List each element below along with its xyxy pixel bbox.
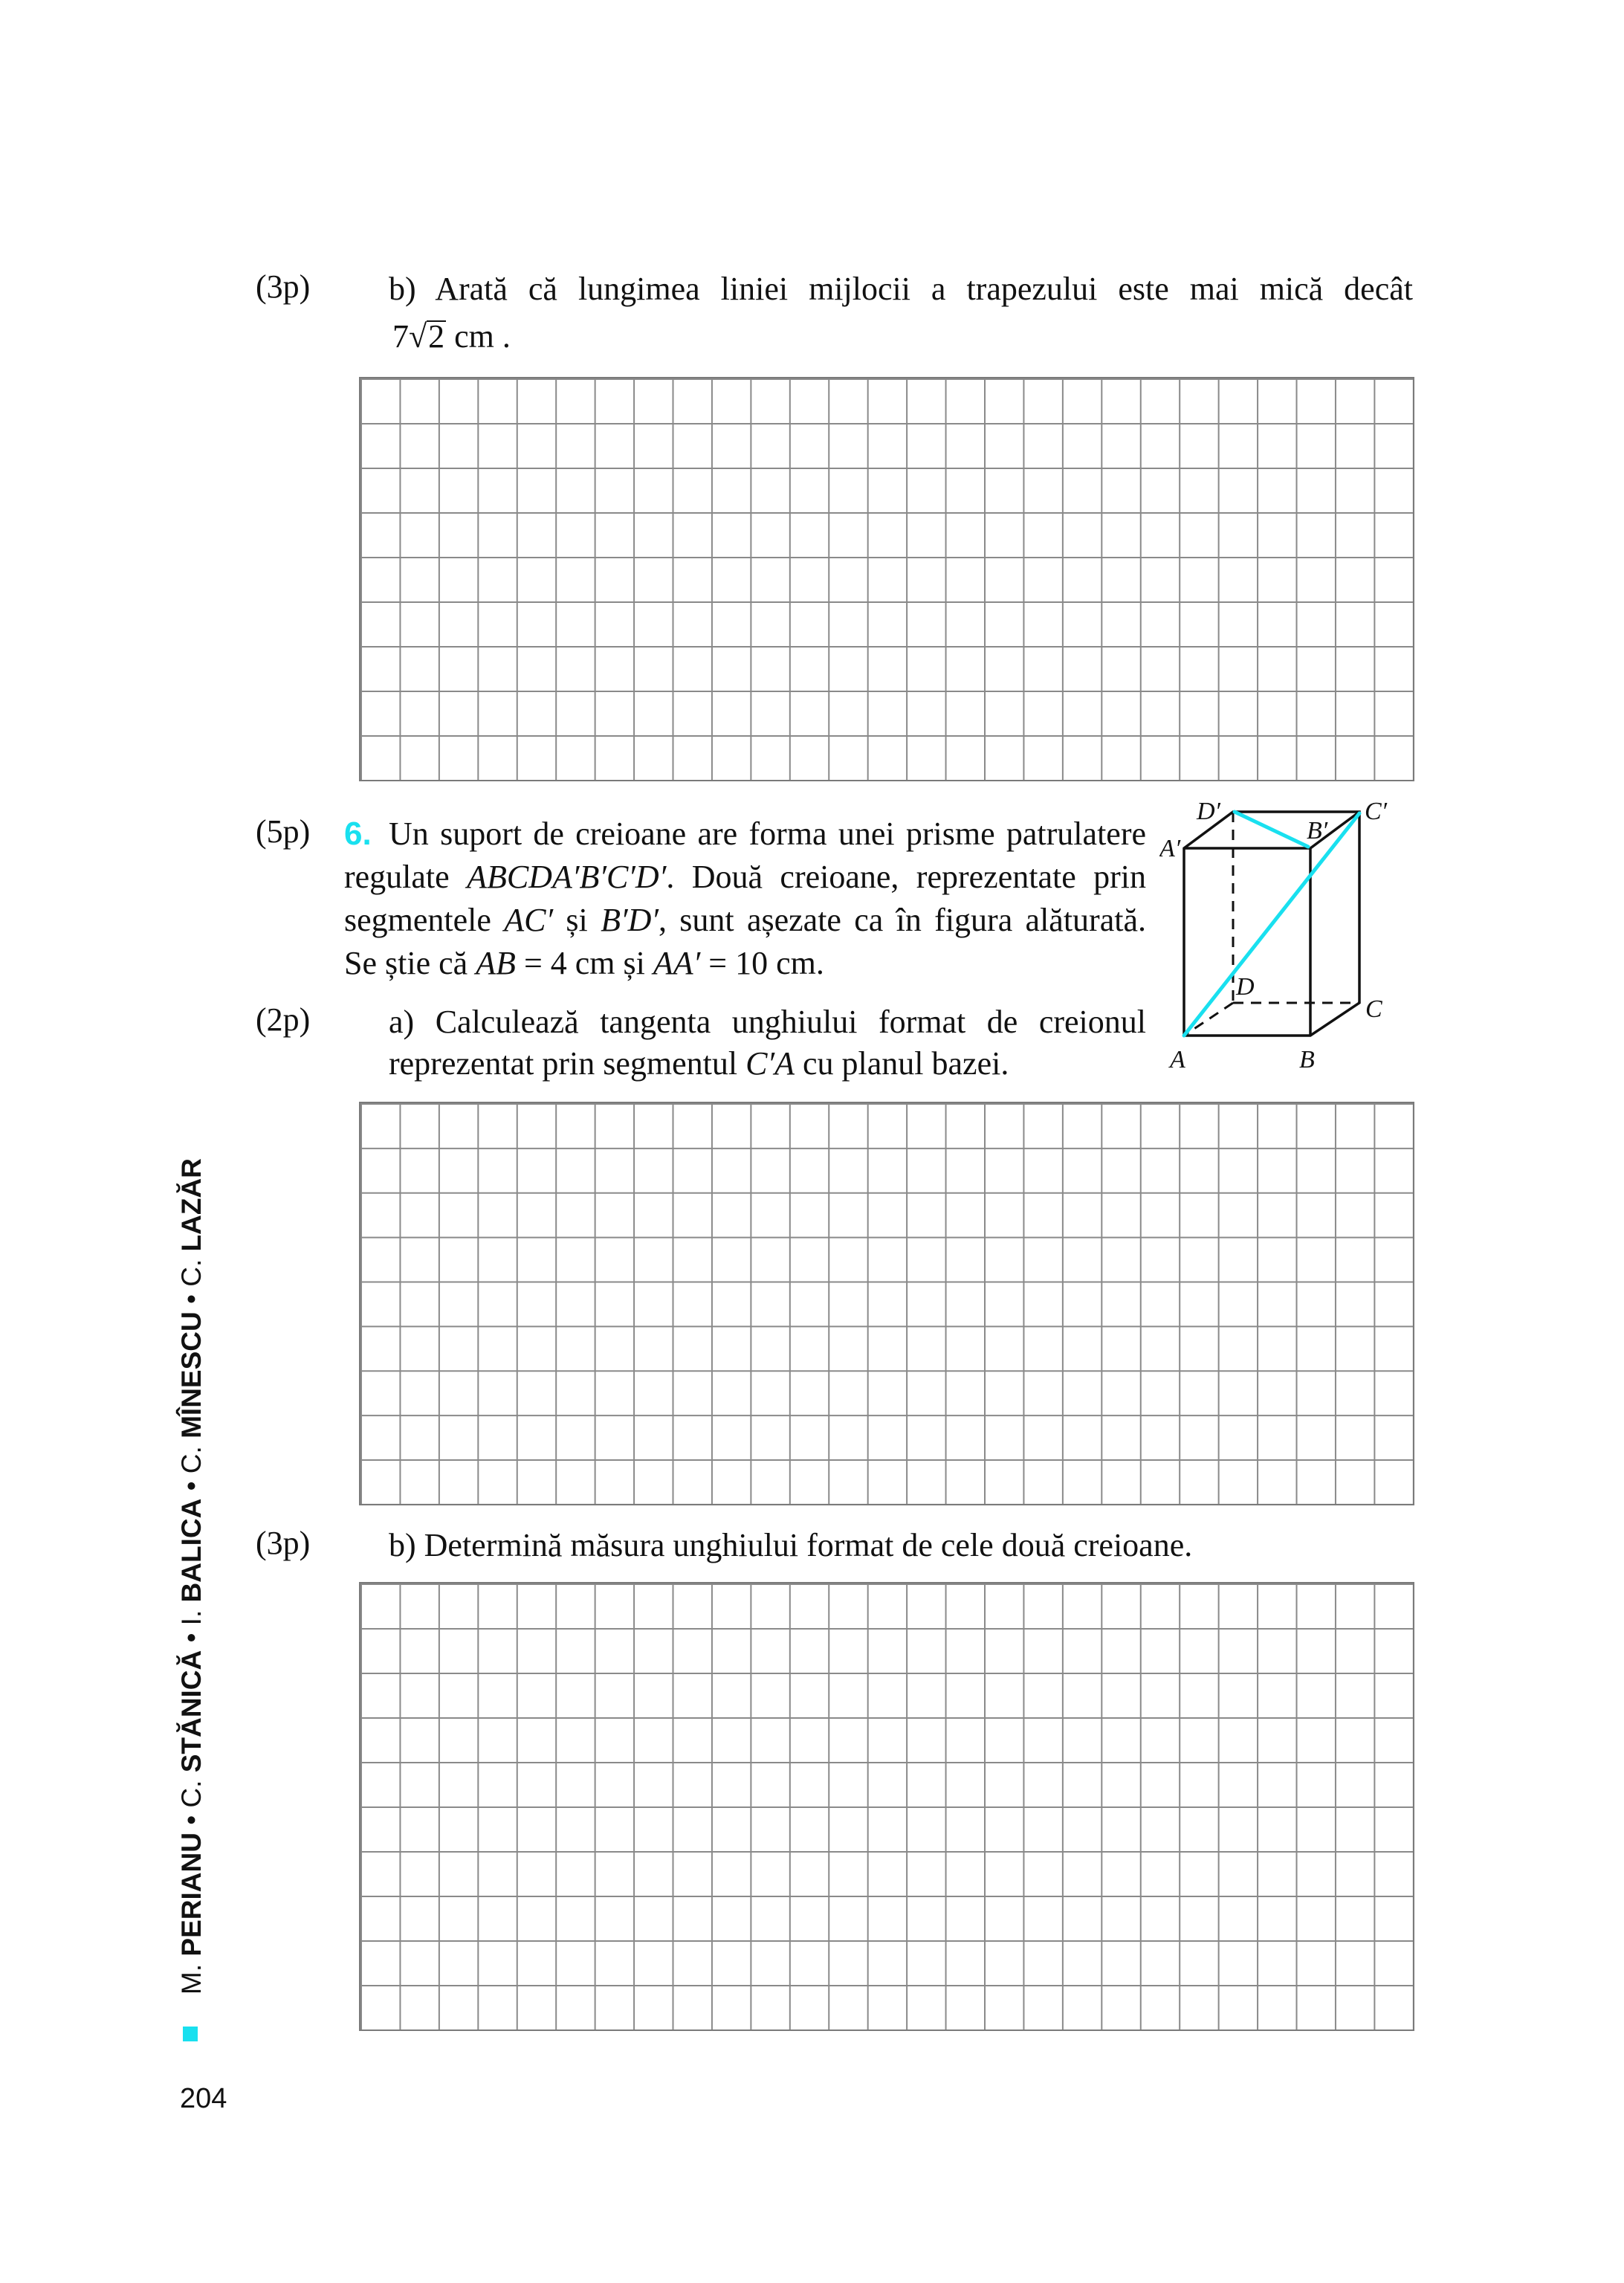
text-segment: segmentele [344,902,505,938]
unit: cm . [446,318,511,355]
math-term: C′A [745,1045,795,1082]
separator: • [176,1625,207,1650]
pencil-B1D1 [1232,810,1310,849]
text-line: reprezentat prin segmentul C′A cu planul… [389,1042,1009,1085]
page-number: 204 [180,2083,227,2114]
author-initial: C. [176,1251,207,1287]
author-name: BALICA [176,1498,207,1603]
prism-figure: D′ A′ B′ C′ D C A B [1159,798,1388,1073]
text-segment: = 10 cm. [700,945,824,981]
text-segment: și [553,902,601,938]
text-segment: regulate [344,859,468,895]
label-D: D [1235,973,1255,1001]
author-name: LAZĂR [176,1158,207,1252]
subquestion-b: b) Determină măsura unghiului format de … [389,1527,1193,1563]
text-segment: Se știe că [344,945,476,981]
author-name: PERIANU [176,1832,207,1957]
label-B: B [1299,1046,1315,1073]
radicand: 2 [427,318,447,355]
text-segment: = 4 cm și [515,945,653,981]
points-label: (2p) [256,1001,311,1038]
author-initial: C. [176,1772,207,1808]
points-label: (3p) [256,1525,311,1561]
answer-grid-2[interactable] [359,1102,1414,1505]
radical-symbol: √ [409,318,427,355]
points-label: (3p) [256,268,311,305]
author-initial: M. [176,1956,207,1995]
text-line: a) Calculează tangenta unghiului format … [389,1001,1146,1044]
coefficient: 7 [392,318,409,355]
authors-sidebar: M. PERIANU • C. STĂNICĂ • I. BALICA • C.… [176,1158,207,1995]
text-segment: reprezentat prin segmentul [389,1045,746,1082]
points-label: (5p) [256,813,311,850]
math-term: AB [476,945,516,981]
question-text-continued: 7√2 cm . [392,315,511,358]
pencil-AC1 [1182,811,1362,1038]
text-line: segmentele AC′ și B′D′, sunt așezate ca … [344,899,1146,942]
author-name: STĂNICĂ [176,1650,207,1773]
label-D1: D′ [1196,798,1221,825]
author-initial: I. [176,1602,207,1626]
answer-grid-3[interactable] [359,1582,1414,2031]
accent-square [183,2027,198,2041]
answer-grid-1[interactable] [359,377,1414,781]
pencils [1182,810,1362,1038]
label-C: C [1365,995,1382,1023]
text-segment: a) Calculează tangenta unghiului format … [389,1004,1146,1040]
math-term: AA′ [653,945,701,981]
separator: • [176,1473,207,1499]
math-term: ABCDA′B′C′D′ [467,859,667,895]
text-line: Se știe că AB = 4 cm și AA′ = 10 cm. [344,942,824,985]
text-segment: , sunt așezate ca în figura alăturată. [658,902,1146,938]
separator: • [176,1286,207,1312]
label-C1: C′ [1365,798,1388,825]
math-term: AC′ [504,902,554,938]
math-term: B′D′ [601,902,659,938]
text-line: Un suport de creioane are forma unei pri… [389,813,1146,856]
author-initial: C. [176,1438,207,1474]
hidden-edges [1183,812,1359,1037]
label-A: A [1168,1046,1185,1073]
label-A1: A′ [1159,835,1181,862]
author-name: MÎNESCU [176,1311,207,1438]
label-B1: B′ [1307,817,1328,845]
text-line: regulate ABCDA′B′C′D′. Două creioane, re… [344,856,1146,899]
text-segment: cu planul bazei. [795,1045,1009,1082]
question-text: b) Arată că lungimea liniei mijlocii a t… [389,271,1413,307]
text-segment: . Două creioane, reprezentate prin [666,859,1146,895]
text-segment: Un suport de creioane are forma unei pri… [389,816,1146,852]
separator: • [176,1807,207,1833]
problem-number: 6. [344,816,372,852]
